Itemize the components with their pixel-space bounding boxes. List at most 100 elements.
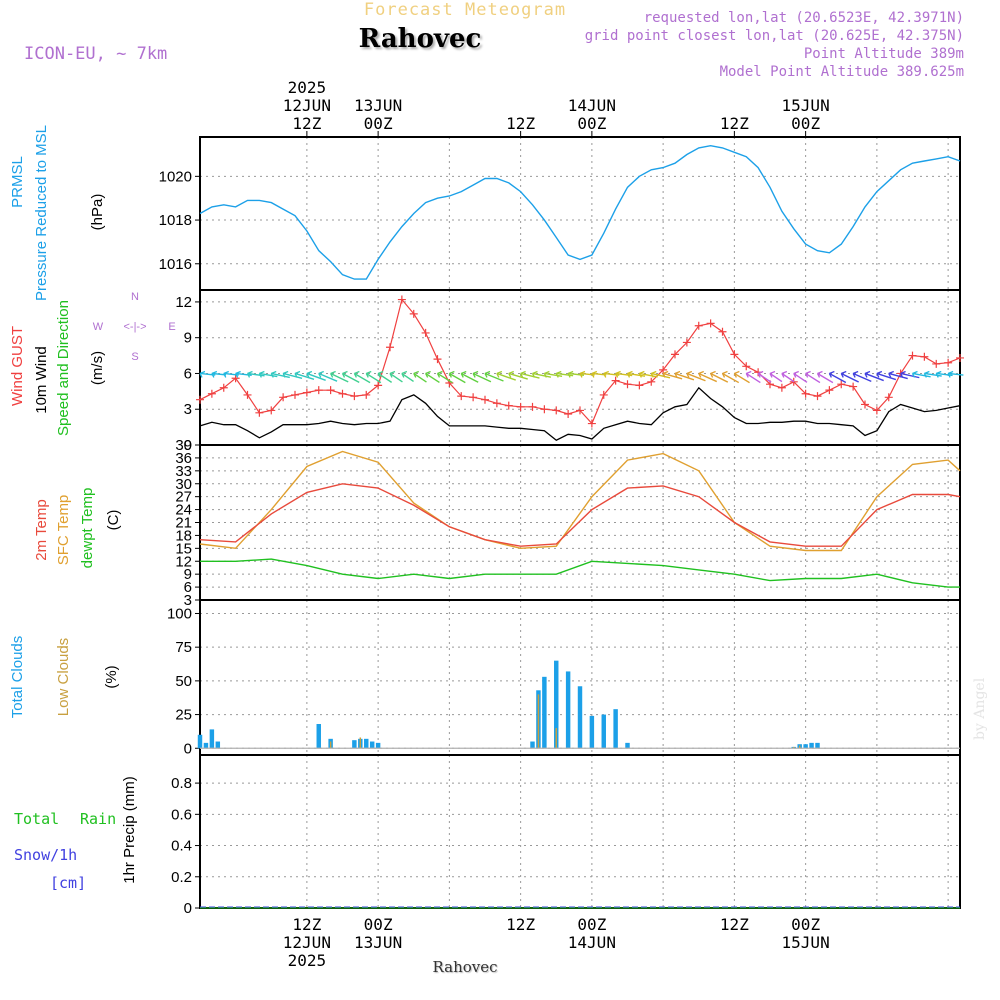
gust-marker bbox=[837, 380, 846, 389]
y-tick-label: 1018 bbox=[159, 212, 192, 229]
gust-marker bbox=[267, 406, 276, 415]
y-tick-label: 9 bbox=[184, 330, 192, 347]
wind-direction-arrow bbox=[686, 372, 706, 382]
y-tick-label: 0.4 bbox=[171, 838, 192, 855]
total-cloud-bar bbox=[565, 671, 571, 749]
wind-direction-arrow bbox=[864, 372, 884, 382]
wind-arrow-head bbox=[591, 370, 598, 378]
wind-arrow-head bbox=[698, 370, 704, 378]
label-1hr-precip: 1hr Precip (mm) bbox=[121, 776, 138, 884]
gust-marker bbox=[243, 390, 252, 399]
top-time-label: 12JUN bbox=[283, 96, 331, 115]
top-time-label: 00Z bbox=[364, 114, 393, 133]
wind-arrow-head bbox=[828, 370, 835, 378]
total-cloud-bar bbox=[316, 724, 321, 749]
wind-direction-arrow bbox=[413, 372, 427, 383]
wind-direction-arrow bbox=[294, 372, 315, 381]
total-cloud-bar bbox=[542, 676, 547, 749]
total-cloud-bar bbox=[375, 742, 381, 749]
wind-arrow-head bbox=[282, 370, 289, 378]
y-tick-label: 6 bbox=[184, 365, 192, 382]
label-percent: (%) bbox=[103, 665, 120, 688]
wind-direction-arrow bbox=[425, 372, 440, 384]
wind-direction-arrow bbox=[520, 372, 540, 379]
wind-arrow-head bbox=[341, 370, 348, 378]
wind-arrow-head bbox=[603, 370, 609, 378]
gust-marker bbox=[350, 392, 359, 401]
y-tick-label: 75 bbox=[175, 639, 192, 656]
top-time-label: 13JUN bbox=[354, 96, 402, 115]
wind-direction-arrow bbox=[888, 372, 908, 380]
wind-arrow-head bbox=[733, 370, 740, 378]
gust-marker bbox=[362, 390, 371, 399]
wind-direction-arrow bbox=[389, 372, 403, 383]
wind-arrow-head bbox=[377, 370, 384, 378]
wind-arrow-head bbox=[650, 370, 657, 378]
wind-arrow-head bbox=[876, 370, 883, 378]
wind-arrow-head bbox=[662, 370, 669, 378]
bottom-time-label: 00Z bbox=[364, 915, 393, 934]
gust-marker bbox=[682, 338, 691, 347]
wind-direction-arrow bbox=[698, 372, 718, 383]
wind-direction-arrow bbox=[948, 372, 964, 376]
wind-direction-arrow bbox=[532, 372, 552, 378]
y-tick-label: 3 bbox=[184, 401, 192, 418]
gust-marker bbox=[469, 393, 478, 402]
panel-frame bbox=[199, 289, 961, 446]
wind-direction-arrow bbox=[627, 372, 646, 377]
total-cloud-bar bbox=[625, 742, 630, 749]
wind-arrow-head bbox=[496, 370, 503, 378]
gust-marker bbox=[576, 406, 584, 415]
label-low-clouds: Low Clouds bbox=[55, 638, 72, 716]
y-tick-label: 0.2 bbox=[171, 869, 192, 886]
wind-direction-arrow bbox=[377, 372, 393, 383]
wind-direction-arrow bbox=[639, 372, 658, 378]
low-cloud-bar bbox=[537, 694, 540, 749]
wind-direction-arrow bbox=[496, 372, 516, 381]
gust-marker bbox=[279, 393, 288, 402]
wind-arrow-head bbox=[472, 370, 479, 378]
total-cloud-bar bbox=[815, 742, 820, 749]
wind-arrow-head bbox=[935, 370, 942, 378]
wind-arrow-head bbox=[413, 370, 419, 378]
gust-marker bbox=[623, 380, 632, 389]
gust-marker bbox=[219, 383, 228, 392]
wind-arrow-head bbox=[805, 370, 811, 378]
wind-direction-arrow bbox=[247, 372, 265, 377]
wind-direction-arrow bbox=[662, 372, 683, 380]
gust-marker bbox=[801, 389, 810, 398]
top-time-label: 2025 bbox=[288, 78, 327, 97]
gust-marker bbox=[956, 353, 964, 362]
y-tick-label: 0.8 bbox=[171, 775, 192, 792]
bottom-time-label: 2025 bbox=[288, 951, 327, 970]
gust-marker bbox=[659, 365, 668, 374]
wind-arrow-head bbox=[721, 370, 728, 378]
label-dewpt-temp: dewpt Temp bbox=[79, 488, 96, 569]
y-tick-label: 12 bbox=[175, 294, 192, 311]
wind-direction-arrow bbox=[235, 372, 252, 377]
gust-marker bbox=[718, 327, 727, 336]
wind-direction-arrow bbox=[330, 372, 349, 383]
dewpoint-line bbox=[200, 558, 960, 588]
gust-marker bbox=[540, 405, 549, 414]
wind-arrow-head bbox=[365, 370, 372, 378]
y-tick-label: 0 bbox=[184, 740, 192, 757]
wind-direction-arrow bbox=[342, 372, 360, 384]
gust-marker bbox=[920, 352, 929, 361]
low-cloud-bar bbox=[329, 741, 332, 749]
wind-direction-arrow bbox=[401, 372, 414, 383]
wind-direction-arrow bbox=[793, 372, 808, 383]
gust-marker bbox=[421, 328, 430, 337]
y-tick-label: 50 bbox=[175, 673, 192, 690]
wind-arrow-head bbox=[745, 370, 752, 378]
gust-marker bbox=[255, 408, 264, 417]
wind-direction-arrow bbox=[757, 372, 772, 383]
gust-marker bbox=[326, 386, 335, 395]
requested-coords: requested lon,lat (20.6523E, 42.3971N) bbox=[643, 10, 964, 26]
wind-arrow-head bbox=[555, 370, 562, 378]
wind-direction-arrow bbox=[912, 372, 931, 378]
label-10m-wind: 10m Wind bbox=[33, 346, 50, 414]
gust-marker bbox=[742, 362, 751, 371]
wind-arrow-head bbox=[579, 370, 586, 378]
y-tick-label: 6 bbox=[184, 579, 192, 596]
